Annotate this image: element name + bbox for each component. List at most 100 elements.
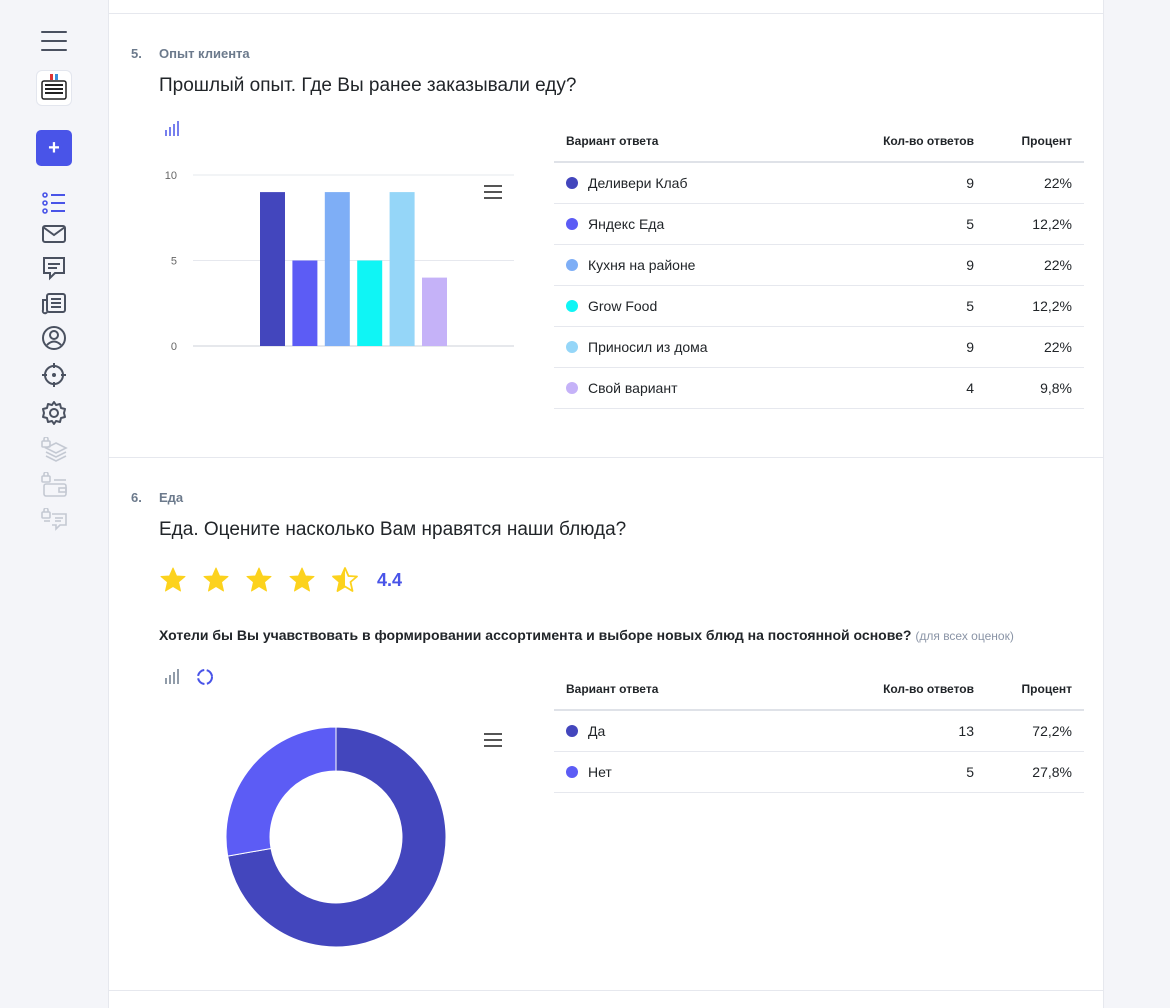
answer-percent: 9,8%	[1040, 380, 1072, 396]
chart-menu-icon[interactable]	[484, 185, 502, 199]
column-header[interactable]: Кол-во ответов	[883, 134, 974, 148]
user-circle-icon[interactable]	[40, 324, 68, 352]
legend-dot	[566, 725, 578, 737]
news-icon[interactable]	[40, 289, 68, 317]
bar[interactable]	[357, 260, 383, 347]
answer-label: Яндекс Еда	[588, 216, 665, 232]
donut-chart-toggle-icon[interactable]	[196, 668, 214, 686]
answer-label: Кухня на районе	[588, 257, 696, 273]
gear-icon[interactable]	[40, 399, 68, 427]
question-title: Еда. Оцените насколько Вам нравятся наши…	[159, 519, 627, 540]
bar[interactable]	[389, 192, 415, 346]
answer-percent: 27,8%	[1032, 764, 1072, 780]
answer-cell: Нет	[554, 764, 814, 780]
column-header[interactable]: Процент	[1021, 682, 1072, 696]
answer-percent: 12,2%	[1032, 298, 1072, 314]
answer-count: 5	[966, 216, 974, 232]
question-category: Опыт клиента	[159, 46, 250, 61]
answers-table: Вариант ответа Кол-во ответов Процент Делив…	[554, 121, 1084, 409]
results-panel: 5. Опыт клиента Прошлый опыт. Где Вы ран…	[108, 0, 1104, 1008]
target-icon[interactable]	[40, 361, 68, 389]
donut-slice[interactable]	[227, 726, 447, 948]
legend-dot	[566, 259, 578, 271]
column-header[interactable]: Процент	[1021, 134, 1072, 148]
answer-cell: Да	[554, 723, 814, 739]
list-check-icon[interactable]	[40, 189, 68, 217]
bar[interactable]	[292, 260, 318, 347]
question-number: 5.	[131, 46, 142, 61]
star-icon	[332, 567, 358, 592]
add-button[interactable]: +	[36, 130, 72, 166]
wallet-lock-icon[interactable]	[40, 471, 68, 499]
table-row: Да 13 72,2%	[554, 711, 1084, 752]
star-icon	[246, 567, 272, 592]
answer-cell: Grow Food	[554, 298, 814, 314]
table-row: Деливери Клаб 9 22%	[554, 163, 1084, 204]
legend-dot	[566, 341, 578, 353]
answer-count: 13	[958, 723, 974, 739]
rating-value: 4.4	[377, 569, 403, 590]
column-header[interactable]: Вариант ответа	[566, 134, 659, 148]
y-tick-label: 0	[171, 341, 177, 353]
bar-chart-toggle-icon[interactable]	[164, 668, 182, 686]
answer-label: Grow Food	[588, 298, 658, 314]
table-row: Свой вариант 4 9,8%	[554, 368, 1084, 409]
answer-count: 9	[966, 175, 974, 191]
answer-label: Приносил из дома	[588, 339, 708, 355]
star-icon	[160, 567, 186, 592]
divider	[109, 13, 1103, 14]
answers-table: Вариант ответа Кол-во ответов Процент Да 13 7…	[554, 669, 1084, 793]
table-row: Приносил из дома 9 22%	[554, 327, 1084, 368]
question-title: Прошлый опыт. Где Вы ранее заказывали ед…	[159, 75, 577, 96]
donut-chart	[225, 726, 447, 948]
column-header[interactable]: Кол-во ответов	[883, 682, 974, 696]
question-number: 6.	[131, 490, 142, 505]
table-row: Grow Food 5 12,2%	[554, 286, 1084, 327]
donut-slice[interactable]	[225, 726, 337, 857]
column-header[interactable]: Вариант ответа	[566, 682, 659, 696]
legend-dot	[566, 300, 578, 312]
answer-cell: Свой вариант	[554, 380, 814, 396]
bar[interactable]	[324, 192, 350, 346]
question-category: Еда	[159, 490, 184, 505]
legend-dot	[566, 218, 578, 230]
answer-label: Нет	[588, 764, 612, 780]
star-icon	[289, 567, 315, 592]
mail-icon[interactable]	[40, 220, 68, 248]
chat-icon[interactable]	[40, 254, 68, 282]
messages-lock-icon[interactable]	[40, 507, 68, 535]
answer-label: Да	[588, 723, 606, 739]
bar-chart: 0 5 10	[165, 170, 514, 353]
sub-question: Хотели бы Вы учавствовать в формировании…	[159, 627, 1014, 643]
legend-dot	[566, 766, 578, 778]
bar-chart-toggle-icon[interactable]	[164, 120, 182, 138]
sidebar: +	[0, 0, 108, 1008]
answer-percent: 22%	[1043, 339, 1072, 355]
legend-dot	[566, 382, 578, 394]
table-header: Вариант ответа Кол-во ответов Процент	[554, 121, 1084, 163]
menu-toggle-icon[interactable]	[41, 31, 67, 51]
divider	[109, 457, 1103, 458]
table-row: Нет 5 27,8%	[554, 752, 1084, 793]
sub-question-text: Хотели бы Вы учавствовать в формировании…	[159, 627, 912, 643]
answer-percent: 12,2%	[1032, 216, 1072, 232]
chart-menu-icon[interactable]	[484, 733, 502, 747]
bar[interactable]	[260, 192, 285, 346]
y-tick-label: 10	[165, 170, 177, 182]
company-logo[interactable]	[36, 70, 72, 106]
answer-label: Свой вариант	[588, 380, 678, 396]
answer-count: 9	[966, 257, 974, 273]
sub-question-note: (для всех оценок)	[915, 629, 1014, 643]
answer-cell: Деливери Клаб	[554, 175, 814, 191]
y-tick-label: 5	[171, 256, 177, 268]
bar[interactable]	[422, 277, 447, 346]
answer-percent: 22%	[1043, 175, 1072, 191]
answer-cell: Яндекс Еда	[554, 216, 814, 232]
answer-count: 5	[966, 298, 974, 314]
table-row: Кухня на районе 9 22%	[554, 245, 1084, 286]
answer-cell: Кухня на районе	[554, 257, 814, 273]
layers-lock-icon[interactable]	[40, 436, 68, 464]
answer-percent: 72,2%	[1032, 723, 1072, 739]
answer-cell: Приносил из дома	[554, 339, 814, 355]
answer-count: 4	[966, 380, 974, 396]
